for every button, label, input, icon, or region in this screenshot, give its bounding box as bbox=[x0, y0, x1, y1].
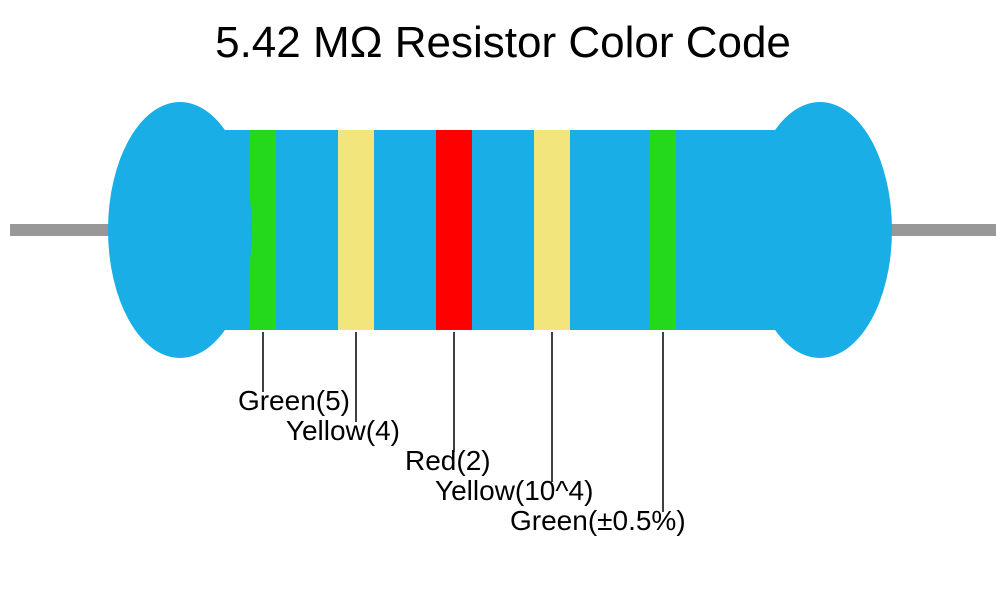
band-2 bbox=[338, 130, 374, 330]
band-4 bbox=[534, 130, 570, 330]
resistor-cap-right bbox=[748, 102, 892, 358]
band-3 bbox=[436, 130, 472, 330]
band-label-1: Green(5) bbox=[238, 385, 350, 416]
band-5 bbox=[650, 130, 676, 330]
resistor-cap-left bbox=[108, 102, 252, 358]
band-label-2: Yellow(4) bbox=[286, 415, 400, 446]
band-label-5: Green(±0.5%) bbox=[510, 505, 686, 536]
resistor-diagram: Green(5)Yellow(4)Red(2)Yellow(10^4)Green… bbox=[0, 0, 1006, 607]
band-label-4: Yellow(10^4) bbox=[435, 475, 593, 506]
band-1 bbox=[250, 130, 276, 330]
band-label-3: Red(2) bbox=[405, 445, 491, 476]
